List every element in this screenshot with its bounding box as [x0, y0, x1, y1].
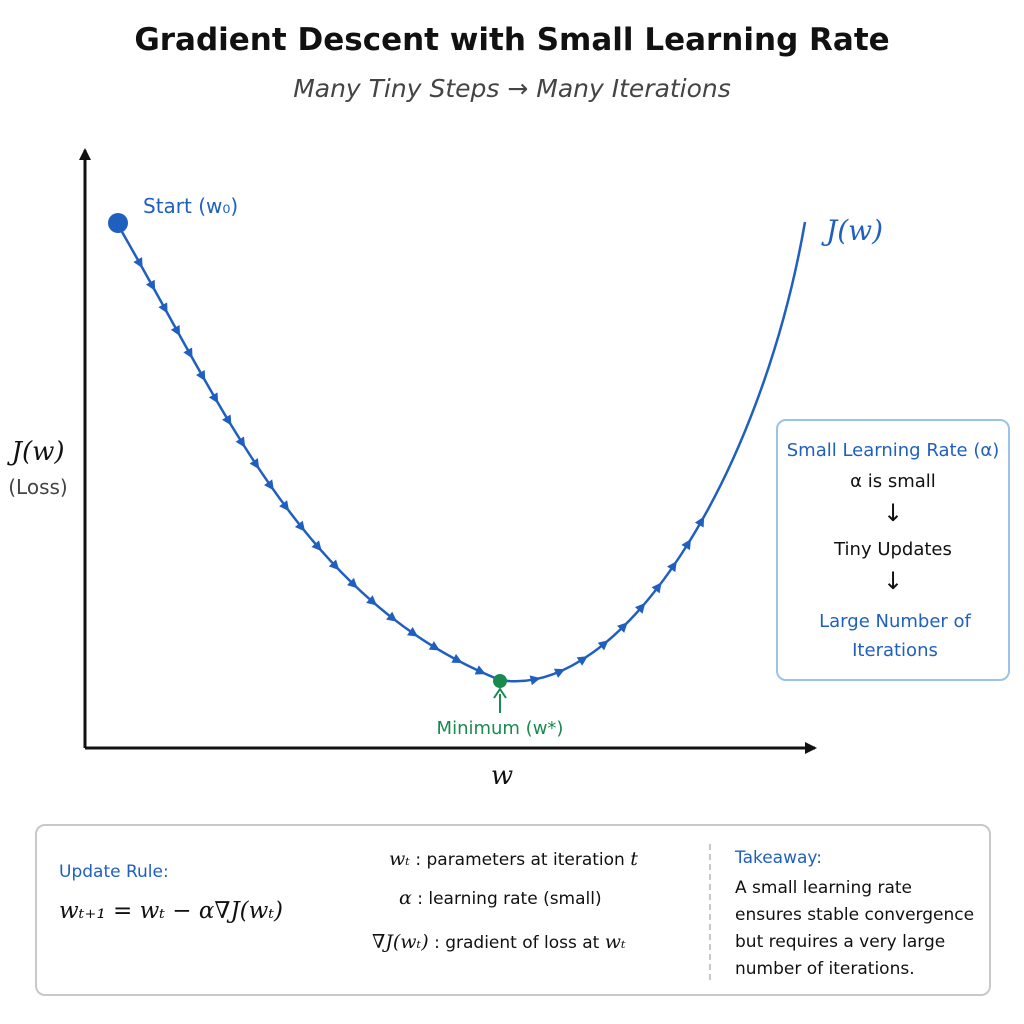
definition-symbol: α: [399, 887, 412, 909]
step-arrow: [158, 302, 168, 314]
minimum-label: Minimum (w*): [437, 718, 564, 739]
diagram-subtitle: Many Tiny Steps → Many Iterations: [293, 74, 731, 103]
step-arrow: [222, 414, 232, 426]
start-label: Start (w₀): [143, 194, 238, 218]
definition-learning-rate: α : learning rate (small): [399, 887, 602, 909]
down-arrow-icon: ↓: [882, 499, 904, 527]
step-arrow: [634, 602, 646, 614]
step-arrow: [347, 577, 358, 589]
step-arrow: [474, 665, 486, 675]
step-arrow: [407, 626, 419, 637]
update-rule-panel: Update Rule: wₜ₊₁ = wₜ − α∇J(wₜ) wₜ : pa…: [35, 824, 991, 996]
start-point: [108, 213, 128, 233]
definition-text: : gradient of loss at: [428, 933, 605, 953]
definition-text: : parameters at iteration: [409, 850, 631, 870]
minimum-point: [493, 674, 507, 688]
step-arrow: [196, 369, 206, 382]
step-arrow: [681, 538, 691, 551]
step-arrow: [183, 347, 193, 359]
step-arrow: [694, 516, 705, 528]
loss-curve: [116, 221, 807, 683]
step-arrow: [667, 561, 677, 573]
step-arrow: [576, 656, 588, 666]
step-arrow: [617, 622, 628, 633]
definition-tail: wₜ: [604, 931, 626, 953]
takeaway-label: Takeaway:: [735, 848, 822, 868]
many-iterations-text: Large Number of Iterations: [819, 611, 971, 661]
step-arrow: [133, 257, 143, 269]
step-arrow: [386, 611, 398, 622]
step-arrow: [529, 675, 541, 686]
takeaway-text: A small learning rate ensures stable con…: [735, 878, 975, 979]
step-arrow: [145, 279, 156, 291]
definition-parameters: wₜ : parameters at iteration t: [389, 848, 638, 870]
step-arrow: [235, 436, 246, 448]
gradient-descent-plot: Start (w₀) J(w) Minimum (w*) J(w) (Loss)…: [7, 148, 883, 791]
definition-tail: t: [630, 848, 638, 870]
step-arrow: [294, 520, 306, 532]
definition-symbol: ∇J(wₜ): [372, 931, 429, 953]
step-arrow: [279, 500, 290, 512]
step-arrow: [249, 458, 260, 470]
step-arrow: [208, 392, 219, 404]
step-arrow: [366, 595, 377, 606]
minimum-arrow-head: [493, 687, 507, 699]
panel-divider: [709, 844, 711, 980]
step-arrow: [311, 540, 322, 552]
curve-label: J(w): [821, 214, 883, 247]
step-arrow: [428, 641, 440, 651]
step-arrow: [553, 668, 566, 678]
step-arrow: [264, 479, 274, 491]
x-axis-label: w: [491, 761, 513, 791]
step-arrow: [597, 640, 609, 651]
definition-text: : learning rate (small): [411, 889, 602, 909]
down-arrow-icon: ↓: [882, 567, 904, 595]
step-arrow: [451, 653, 463, 663]
definition-symbol: wₜ: [389, 848, 410, 870]
step-arrow: [170, 324, 181, 337]
y-axis-sublabel: (Loss): [8, 475, 67, 499]
step-arrow: [328, 559, 340, 571]
learning-rate-small-text: α is small: [850, 471, 936, 492]
update-rule-equation: wₜ₊₁ = wₜ − α∇J(wₜ): [59, 898, 283, 924]
learning-rate-title: Small Learning Rate (α): [786, 440, 1000, 461]
step-arrow: [651, 582, 662, 594]
diagram-title: Gradient Descent with Small Learning Rat…: [134, 22, 890, 58]
tiny-updates-text: Tiny Updates: [834, 539, 952, 560]
y-axis-label: J(w): [7, 437, 65, 467]
update-rule-label: Update Rule:: [59, 862, 169, 882]
learning-rate-box: Small Learning Rate (α) α is small ↓ Tin…: [776, 419, 1010, 681]
step-markers: [133, 257, 705, 686]
definition-gradient: ∇J(wₜ) : gradient of loss at wₜ: [372, 931, 626, 953]
